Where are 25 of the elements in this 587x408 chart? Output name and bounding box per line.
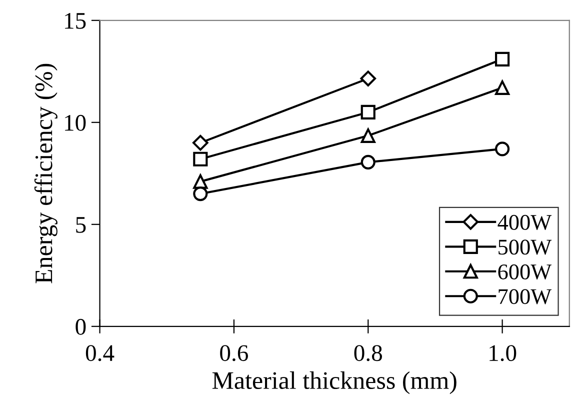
x-axis-title: Material thickness (mm) [212, 371, 456, 394]
point [193, 186, 208, 202]
legend-label: 700W [498, 289, 552, 304]
point [360, 128, 376, 143]
x-tick-label: 0.8 [354, 345, 382, 362]
point [193, 174, 208, 189]
point [193, 152, 208, 166]
point [495, 142, 510, 156]
x-tick-label: 0.6 [220, 345, 248, 362]
y-tick-label: 5 [76, 217, 86, 233]
x-tick-label: 1.0 [490, 345, 516, 362]
legend-label: 400W [498, 214, 552, 230]
point [360, 104, 376, 120]
point [495, 52, 510, 66]
point [192, 134, 208, 151]
legend-label: 600W [498, 264, 552, 280]
y-tick-label: 0 [76, 318, 86, 335]
point [360, 154, 376, 170]
y-tick-label: 10 [65, 114, 86, 131]
point [360, 70, 376, 86]
y-axis-title: Energy efficiency (%) [34, 64, 58, 284]
legend-label: 500W [498, 240, 552, 255]
y-tick-label: 15 [65, 13, 86, 29]
point [495, 80, 510, 96]
x-tick-label: 0.4 [86, 345, 114, 362]
